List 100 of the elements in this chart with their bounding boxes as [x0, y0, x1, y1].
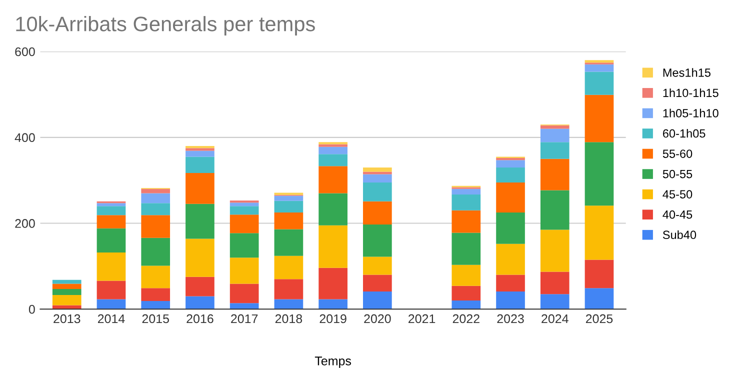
bar: [274, 200, 304, 213]
bar: [452, 286, 481, 301]
bar: [496, 212, 525, 244]
bar: [274, 229, 304, 256]
bar: [496, 292, 525, 310]
bar: [230, 233, 259, 258]
bar: [540, 230, 570, 272]
bar: [230, 258, 259, 284]
bar: [496, 160, 525, 168]
bar: [363, 201, 392, 225]
bar: [363, 182, 392, 202]
bar: [540, 294, 570, 310]
x-tick-label: 2014: [98, 314, 125, 324]
bar: [452, 264, 481, 286]
bar: [141, 266, 170, 288]
bar: [230, 206, 259, 215]
x-tick-label: 2020: [364, 314, 391, 324]
bar: [141, 203, 170, 216]
y-tick-label: 200: [15, 219, 35, 228]
bar: [363, 224, 392, 257]
bar: [584, 260, 614, 288]
x-tick-label: 2016: [186, 314, 214, 324]
bar: [274, 196, 304, 201]
bar: [186, 238, 214, 277]
bar: [96, 228, 126, 252]
x-tick-label: 2013: [54, 314, 80, 324]
bar: [141, 193, 170, 204]
bar: [186, 296, 214, 310]
bar: [452, 300, 481, 310]
legend-label: Sub40: [662, 230, 696, 240]
bar: [496, 274, 525, 292]
bar: [363, 256, 392, 275]
bar: [96, 299, 126, 310]
bar: [186, 204, 214, 239]
bar: [318, 193, 348, 226]
bar: [363, 292, 392, 310]
legend-label: 40-45: [662, 210, 692, 219]
bar: [584, 206, 614, 260]
bar: [230, 303, 259, 310]
legend-label: 1h10-1h15: [663, 88, 718, 98]
bar: [230, 284, 259, 304]
bar: [318, 166, 348, 194]
bar: [230, 214, 259, 234]
y-tick-label: 400: [14, 133, 35, 142]
x-tick-label: 2022: [452, 314, 480, 324]
bar: [318, 154, 348, 166]
bar: [274, 212, 304, 230]
legend-label: 50-55: [662, 170, 692, 178]
bar: [274, 256, 304, 280]
x-axis-title: Temps: [314, 356, 352, 368]
bar: [540, 272, 570, 294]
bar: [186, 173, 214, 204]
bar: [584, 64, 614, 72]
bar: [584, 142, 614, 206]
bar: [141, 215, 170, 238]
bar: [363, 274, 392, 292]
x-tick-label: 2021: [408, 314, 436, 324]
bar: [274, 299, 304, 310]
x-tick-label: 2018: [275, 314, 302, 324]
bar: [318, 225, 348, 268]
bar: [141, 288, 170, 301]
legend-label: Mes1h15: [663, 68, 710, 77]
bar: [496, 167, 525, 182]
bar: [186, 150, 214, 157]
bar: [452, 232, 481, 265]
legend-label: 60-1h05: [663, 128, 706, 138]
bar: [52, 284, 82, 289]
bar: [96, 206, 126, 216]
bar: [584, 94, 614, 142]
bar: [96, 203, 126, 206]
bar: [496, 158, 525, 160]
legend-label: 45-50: [662, 190, 692, 198]
bar: [96, 280, 126, 300]
chart-title: 10k-Arribats Generals per temps: [16, 16, 315, 36]
bar: [186, 148, 214, 151]
bar: [452, 210, 481, 233]
x-tick-label: 2023: [497, 314, 524, 324]
bar: [318, 144, 348, 147]
x-tick-label: 2017: [231, 314, 258, 324]
legend-label: 55-60: [662, 150, 692, 158]
legend-label: 1h05-1h10: [663, 108, 718, 118]
bar: [141, 238, 170, 266]
bar: [496, 244, 525, 275]
bar: [96, 215, 126, 228]
x-tick-label: 2025: [586, 314, 613, 324]
y-tick-label: 600: [15, 47, 35, 56]
y-tick-label: 0: [28, 304, 35, 314]
bar: [274, 279, 304, 300]
x-tick-label: 2019: [320, 314, 346, 324]
bar: [540, 158, 570, 190]
bar: [52, 288, 82, 295]
bar: [141, 188, 170, 194]
bar: [230, 202, 259, 206]
bar: [186, 276, 214, 296]
bar: [318, 299, 348, 310]
bar: [52, 294, 82, 306]
bar: [186, 156, 214, 174]
bar: [540, 142, 570, 159]
bar: [540, 128, 570, 142]
bar: [363, 167, 392, 172]
